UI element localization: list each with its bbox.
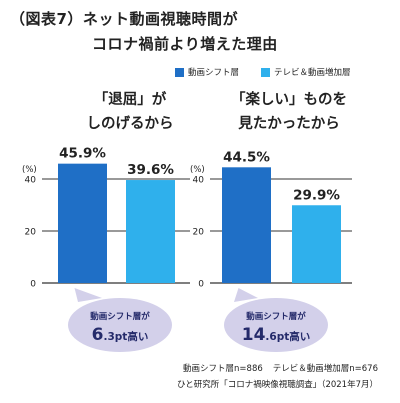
panel-1-callout-big-number: 6 (92, 325, 104, 345)
sample-size-tv: テレビ＆動画増加層n=676 (272, 364, 378, 374)
panel-1-callout-line-2: 6.3pt高い (92, 325, 149, 345)
panel-1-unit-label: (%) (22, 165, 37, 175)
panel-2-subtitle-line-1: 「楽しい」ものを (231, 92, 347, 108)
panel-1-subtitle-line-1: 「退屈」が (93, 92, 167, 108)
legend-swatch-tv (261, 67, 270, 77)
panel-2-callout-line-1: 動画シフト層が (246, 311, 306, 322)
panel-1-subtitle: 「退屈」が しのげるから (55, 88, 205, 136)
panel-2-callout-pointer (234, 288, 258, 302)
chart-title-line-1: （図表7）ネット動画視聴時間が (10, 10, 238, 28)
chart-title-line-2: コロナ禍前より増えた理由 (92, 35, 278, 53)
panel-2-subtitle-line-2: 見たかったから (238, 116, 340, 132)
panel-1-callout-bubble (68, 298, 172, 352)
panel-1-subtitle-line-2: しのげるから (86, 116, 174, 132)
panel-1-bar-tv (126, 180, 175, 283)
panel-2-callout-bubble (224, 298, 328, 352)
panel-1-y-tick-40: 40 (25, 176, 37, 186)
panel-2-callout-rest: .6pt高い (265, 330, 310, 343)
panel-1-data-label-shift: 45.9% (59, 146, 106, 162)
legend-item-shift: 動画シフト層 (175, 66, 239, 78)
panel-2-subtitle: 「楽しい」ものを 見たかったから (214, 88, 364, 136)
panel-2-callout-big-number: 14 (242, 325, 266, 345)
legend-item-tv: テレビ＆動画増加層 (261, 66, 351, 78)
source-note: ひと研究所「コロナ禍映像視聴調査」（2021年7月） (176, 380, 378, 390)
sample-size-shift: 動画シフト層n=886 (183, 364, 263, 374)
legend-label-tv: テレビ＆動画増加層 (274, 68, 351, 78)
legend-label-shift: 動画シフト層 (188, 68, 240, 78)
panel-1-y-tick-0: 0 (30, 280, 36, 290)
panel-1-data-label-tv: 39.6% (127, 162, 174, 178)
panel-2-bar-shift (222, 167, 271, 283)
panel-2-unit-label: (%) (190, 165, 205, 175)
sample-size-note: 動画シフト層n=886 テレビ＆動画増加層n=676 (183, 362, 378, 374)
panel-2-data-label-shift: 44.5% (223, 149, 270, 165)
panel-1-callout-pointer (74, 288, 102, 302)
panel-2-bar-tv (292, 205, 341, 283)
panel-2-callout-line-2: 14.6pt高い (242, 325, 311, 345)
panel-2-y-tick-40: 40 (193, 176, 205, 186)
panel-1-callout-line-1: 動画シフト層が (90, 311, 150, 322)
legend-swatch-shift (175, 67, 184, 77)
panel-1-callout-rest: .3pt高い (104, 330, 149, 343)
panel-1-bar-shift (58, 163, 107, 283)
panel-2-data-label-tv: 29.9% (293, 187, 340, 203)
panel-2-y-tick-0: 0 (198, 280, 204, 290)
panel-1-y-tick-20: 20 (25, 228, 37, 238)
panel-2-y-tick-20: 20 (193, 228, 205, 238)
